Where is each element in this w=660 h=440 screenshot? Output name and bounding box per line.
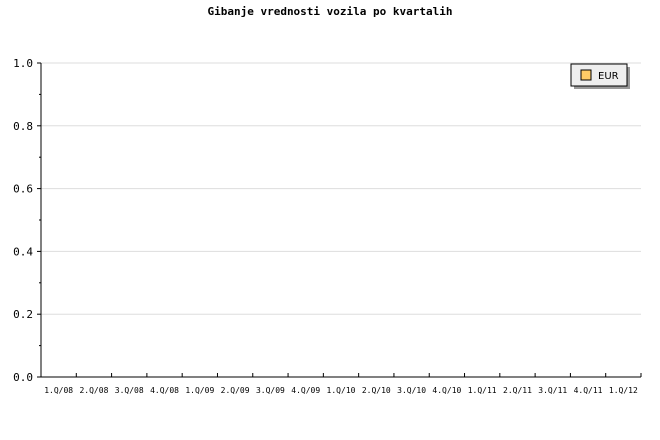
- x-tick-label: 1.Q/09: [185, 386, 214, 395]
- y-tick-label: 0.8: [13, 120, 33, 133]
- x-tick-label: 1.Q/12: [609, 386, 638, 395]
- x-tick-label: 4.Q/08: [150, 386, 179, 395]
- x-tick-label: 4.Q/10: [432, 386, 461, 395]
- y-tick-label: 0.6: [13, 183, 33, 196]
- y-tick-labels: 0.0 0.2 0.4 0.6 0.8 1.0: [13, 57, 33, 384]
- y-tick-label: 0.4: [13, 245, 33, 258]
- x-tick-labels: 1.Q/08 2.Q/08 3.Q/08 4.Q/08 1.Q/09 2.Q/09 3.Q/…: [44, 386, 638, 395]
- gridlines: [41, 62, 641, 315]
- x-tick-label: 4.Q/09: [291, 386, 320, 395]
- x-tick-label: 2.Q/09: [221, 386, 250, 395]
- x-tick-label: 3.Q/10: [397, 386, 426, 395]
- axes: [37, 62, 642, 378]
- y-tick-label: 1.0: [13, 57, 33, 70]
- legend-swatch-eur: [580, 69, 592, 81]
- x-tick-label: 3.Q/11: [538, 386, 567, 395]
- x-tick-label: 1.Q/11: [468, 386, 497, 395]
- x-tick-label: 3.Q/08: [115, 386, 144, 395]
- x-tick-label: 4.Q/11: [574, 386, 603, 395]
- x-tick-label: 3.Q/09: [256, 386, 285, 395]
- legend: EUR: [570, 63, 630, 89]
- x-tick-label: 2.Q/11: [503, 386, 532, 395]
- x-tick-label: 1.Q/08: [44, 386, 73, 395]
- x-tick-label: 2.Q/08: [79, 386, 108, 395]
- x-tick-label: 1.Q/10: [327, 386, 356, 395]
- x-tick-label: 2.Q/10: [362, 386, 391, 395]
- chart-title: Gibanje vrednosti vozila po kvartalih: [207, 5, 452, 18]
- legend-label-eur: EUR: [598, 71, 619, 82]
- y-tick-label: 0.2: [13, 308, 33, 321]
- y-tick-label: 0.0: [13, 371, 33, 384]
